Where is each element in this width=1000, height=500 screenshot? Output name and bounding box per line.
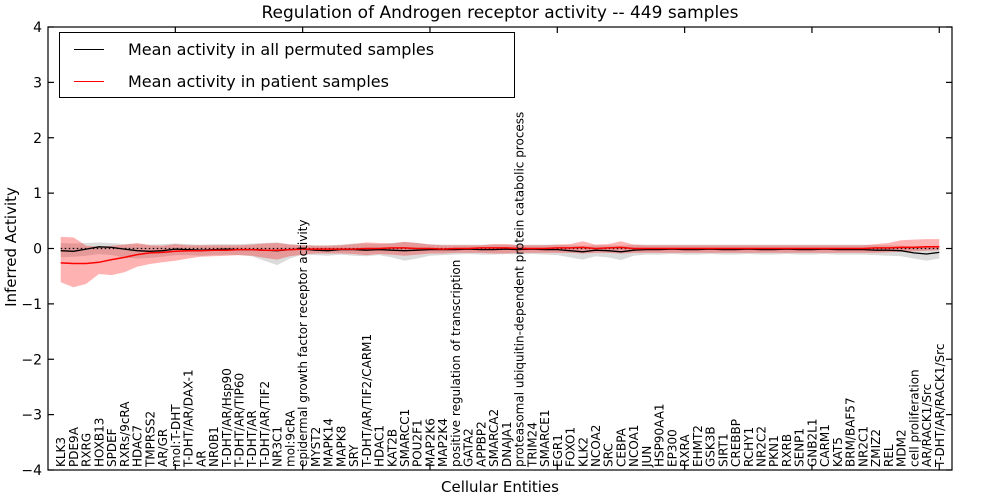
x-category-label: HDAC1 xyxy=(373,425,387,467)
x-category-label: SENP1 xyxy=(793,428,807,467)
x-category-label: RCHY1 xyxy=(742,427,756,467)
x-category-label: T-DHT/AR/TIF2/CARM1 xyxy=(360,334,374,468)
x-category-label: T-DHT/AR/RACK1/Src xyxy=(933,344,947,468)
x-category-label: CEBPA xyxy=(615,427,629,467)
x-category-label: DNAJA1 xyxy=(500,421,514,467)
y-tick-label: −2 xyxy=(21,352,42,368)
x-category-label: epidermal growth factor receptor activit… xyxy=(296,220,310,467)
y-tick-label: 2 xyxy=(33,131,42,147)
x-category-label: REL xyxy=(882,444,896,467)
x-category-label: CARM1 xyxy=(818,424,832,467)
x-category-label: MAP2K4 xyxy=(436,418,450,467)
x-category-label: cell proliferation xyxy=(907,369,921,467)
x-category-label: HSP90AA1 xyxy=(653,403,667,467)
y-tick-label: −3 xyxy=(21,408,42,424)
x-category-label: mol:9cRA xyxy=(283,410,297,467)
legend-line-sample xyxy=(74,80,104,82)
x-category-label: NR3C1 xyxy=(271,426,285,467)
x-category-label: HOXB13 xyxy=(92,418,106,467)
x-category-label: T-DHT/AR/TIP60 xyxy=(233,373,247,468)
x-category-label: NR0B1 xyxy=(207,426,221,467)
x-category-label: APPBP2 xyxy=(474,421,488,467)
y-tick-label: 4 xyxy=(33,20,42,36)
legend-entry-patient: Mean activity in patient samples xyxy=(60,66,514,96)
x-category-label: CREBBP xyxy=(729,419,743,467)
x-category-label: SPDEF xyxy=(105,428,119,467)
x-category-label: SMARCE1 xyxy=(538,409,552,467)
x-category-label: RXRA xyxy=(678,434,692,467)
std-band xyxy=(60,241,940,266)
x-category-label: NCOA2 xyxy=(589,425,603,467)
x-category-label: T-DHT/AR/TIF2 xyxy=(258,381,272,468)
x-category-label: NR2C1 xyxy=(856,426,870,467)
x-category-label: AR/GR xyxy=(156,429,170,467)
x-category-label: T-DHT/AR/DAX-1 xyxy=(182,369,196,468)
x-category-label: T-DHT/AR/Hsp90 xyxy=(220,368,234,468)
x-category-label: RXRs/9cRA xyxy=(118,401,132,467)
x-category-label: HDAC7 xyxy=(131,425,145,467)
x-category-label: GATA2 xyxy=(462,428,476,467)
x-category-label: FOXO1 xyxy=(564,427,578,467)
x-category-label: POU2F1 xyxy=(411,419,425,467)
x-category-label: AR xyxy=(194,450,208,467)
x-category-label: KLK2 xyxy=(576,437,590,467)
x-category-label: MAP2K6 xyxy=(424,418,438,467)
x-category-label: MDM2 xyxy=(895,429,909,467)
x-category-label: KAT5 xyxy=(831,437,845,467)
x-category-label: EGR1 xyxy=(551,434,565,467)
x-category-label: EP300 xyxy=(665,429,679,467)
x-category-label: TMPRSS2 xyxy=(143,411,157,468)
x-category-label: NCOA1 xyxy=(627,425,641,467)
x-category-label: GSK3B xyxy=(704,426,718,467)
x-category-label: SMARCA2 xyxy=(487,409,501,467)
x-category-label: SRY xyxy=(347,444,361,467)
x-category-label: MAPK8 xyxy=(334,426,348,467)
x-category-label: BRM/BAF57 xyxy=(844,397,858,467)
y-tick-label: 3 xyxy=(33,75,42,91)
patient-mean-line xyxy=(60,246,940,265)
x-category-label: TRIM24 xyxy=(525,422,539,468)
chart-title: Regulation of Androgen receptor activity… xyxy=(261,3,739,23)
x-category-label: positive regulation of transcription xyxy=(449,260,463,467)
y-axis-label: Inferred Activity xyxy=(2,187,20,307)
x-category-label: RXRG xyxy=(80,433,94,467)
x-axis-label: Cellular Entities xyxy=(441,478,559,496)
x-category-label: mol:T-DHT xyxy=(169,404,183,467)
x-category-label: ZMIZ2 xyxy=(869,429,883,467)
x-category-label: MAPK14 xyxy=(322,418,336,467)
x-category-label: proteasomal ubiquitin-dependent protein … xyxy=(513,112,527,467)
legend-line-sample xyxy=(74,48,104,50)
x-category-label: MYST2 xyxy=(309,427,323,467)
legend-label: Mean activity in patient samples xyxy=(128,71,389,91)
y-tick-label: 0 xyxy=(33,242,42,258)
x-category-label: RXRB xyxy=(780,434,794,467)
x-category-label: SRC xyxy=(602,443,616,467)
x-category-label: KAT2B xyxy=(385,429,399,467)
y-tick-label: −1 xyxy=(21,297,42,313)
x-category-label: GNB2L1 xyxy=(805,419,819,467)
legend-label: Mean activity in all permuted samples xyxy=(128,39,435,59)
legend-entry-permuted: Mean activity in all permuted samples xyxy=(60,34,514,64)
x-category-label: EHMT2 xyxy=(691,425,705,467)
legend: Mean activity in all permuted samples Me… xyxy=(59,32,515,98)
x-category-label: SIRT1 xyxy=(716,433,730,467)
x-category-label: NR2C2 xyxy=(755,426,769,467)
x-category-label: PKN1 xyxy=(767,435,781,467)
x-category-label: T-DHT/AR xyxy=(245,410,259,468)
x-category-label: SMARCC1 xyxy=(398,409,412,467)
x-category-label: PDE9A xyxy=(67,426,81,467)
y-tick-label: 1 xyxy=(33,186,42,202)
y-tick-label: −4 xyxy=(21,463,42,479)
x-category-label: KLK3 xyxy=(54,437,68,467)
x-category-label: AR/RACK1/Src xyxy=(920,384,934,467)
x-category-label: JUN xyxy=(640,446,654,468)
